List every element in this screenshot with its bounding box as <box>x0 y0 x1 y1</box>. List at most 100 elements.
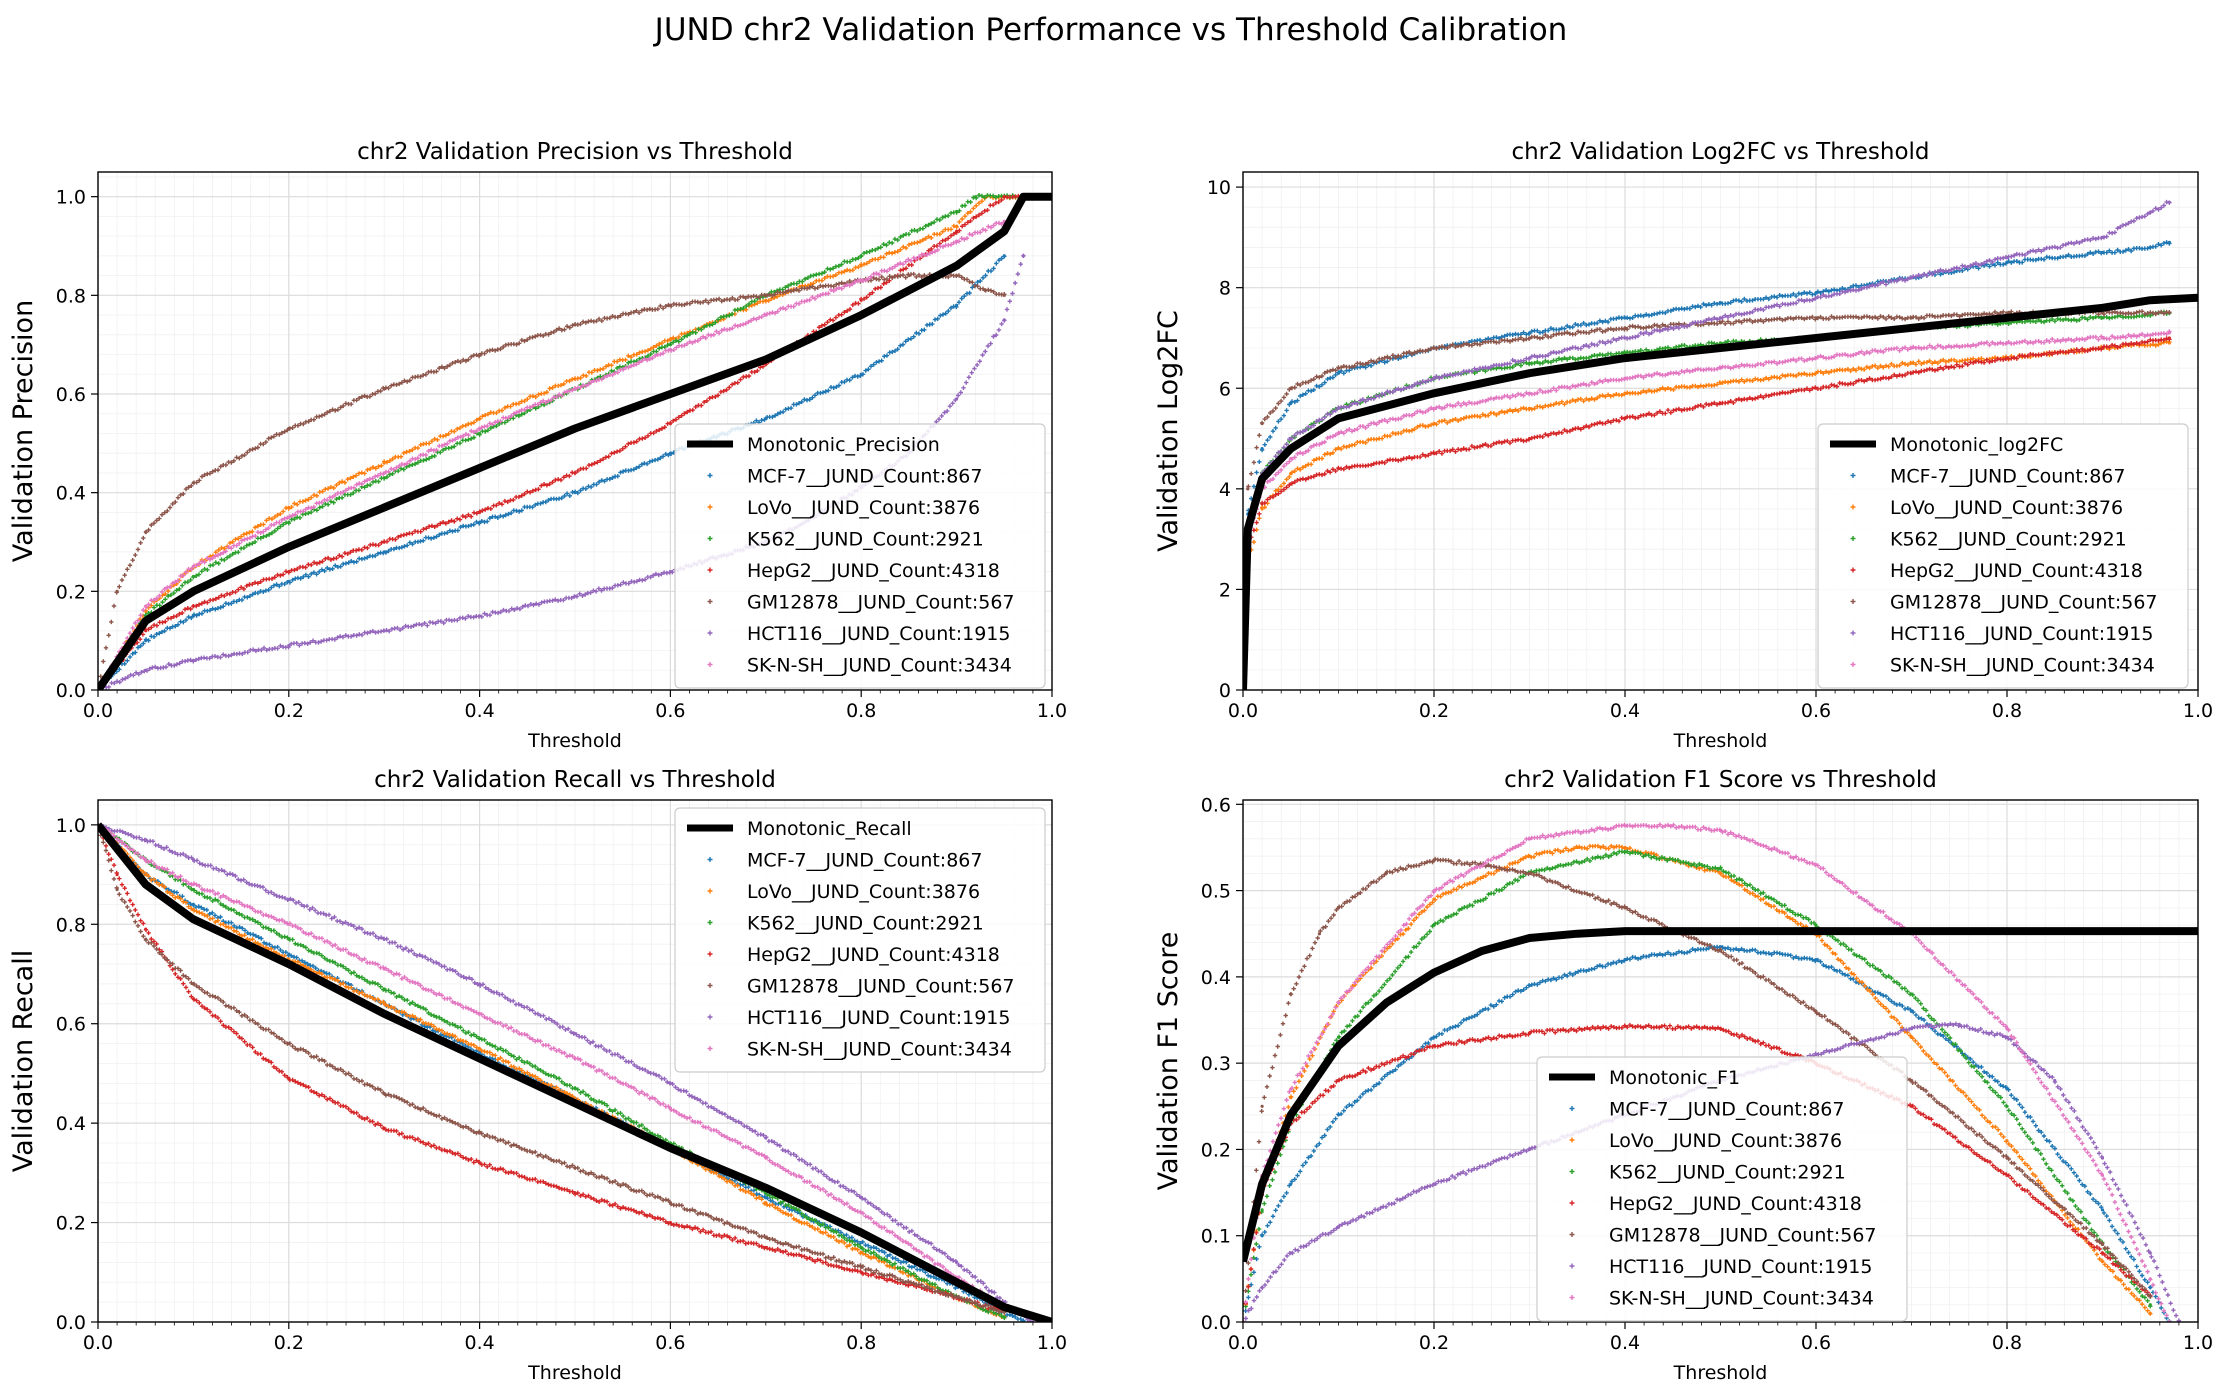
data-point <box>573 1032 577 1036</box>
data-point <box>2148 210 2152 214</box>
legend-label: HCT116__JUND_Count:1915 <box>1890 623 2153 645</box>
data-point <box>287 520 291 524</box>
axes-frame <box>97 799 1053 1323</box>
legend-label: Monotonic_Recall <box>747 818 912 840</box>
data-point <box>478 1131 482 1135</box>
legend-entry: Monotonic_log2FC <box>1830 434 2063 456</box>
legend-entry: HepG2__JUND_Count:4318 <box>1850 560 2143 582</box>
y-tick-label: 0.0 <box>56 1312 86 1334</box>
x-tick-label: 0.2 <box>1419 1332 1449 1354</box>
series-markers <box>98 823 1034 1322</box>
data-point <box>1527 1147 1532 1152</box>
data-point <box>478 352 482 357</box>
data-point <box>974 195 978 199</box>
legend-marker-swatch <box>1850 630 1856 636</box>
data-point <box>2148 1294 2152 1298</box>
x-tick-label: 0.2 <box>274 700 304 722</box>
legend-marker-swatch <box>707 662 713 667</box>
data-point <box>144 872 148 877</box>
subplot-title: chr2 Validation F1 Score vs Threshold <box>1504 767 1937 793</box>
data-point <box>2167 311 2171 315</box>
y-tick-label: 0.4 <box>1201 967 1231 989</box>
subplot-title: chr2 Validation Recall vs Threshold <box>374 767 776 793</box>
data-point <box>2100 1251 2105 1255</box>
x-tick-label: 0.8 <box>1992 700 2022 722</box>
legend-marker-swatch <box>1569 1232 1575 1237</box>
y-tick-label: 0.6 <box>56 1014 86 1036</box>
data-point <box>1623 351 1627 355</box>
data-point <box>573 594 577 598</box>
series-sk-n-sh-jund-count-3434 <box>98 219 1007 690</box>
subplot-2: 0.0 0.2 0.4 0.6 0.8 1.0 0 2 4 6 8 10 chr2 Validation… <box>1153 139 2213 752</box>
data-point <box>2005 1104 2009 1108</box>
subplot-container: 0.0 0.2 0.4 0.6 0.8 1.0 0.0 0.2 0.4 0.6 0.8 1.0 chr2… <box>8 139 2213 1384</box>
legend-marker-swatch <box>1569 1106 1575 1111</box>
data-point <box>1814 296 1818 300</box>
legend-marker-swatch <box>707 599 713 604</box>
y-tick-label: 8 <box>1219 278 1231 300</box>
data-point <box>2100 1208 2105 1212</box>
data-point <box>1623 391 1627 395</box>
data-point <box>1021 254 1025 258</box>
legend-entry: MCF-7__JUND_Count:867 <box>1569 1099 1844 1121</box>
data-point <box>478 417 482 421</box>
legend-entry: K562__JUND_Count:2921 <box>1850 529 2127 551</box>
data-point <box>1432 452 1436 456</box>
data-point <box>478 1037 482 1041</box>
legend-frame <box>1536 1056 1908 1322</box>
data-point <box>1718 871 1723 875</box>
data-point <box>1718 316 1723 320</box>
legend-label: HCT116__JUND_Count:1915 <box>747 1007 1010 1029</box>
data-point <box>859 278 863 283</box>
data-point <box>382 629 386 633</box>
data-point <box>668 1081 673 1085</box>
series-hct116-jund-count-1915 <box>98 823 1035 1322</box>
series-k562-jund-count-2921 <box>1243 849 2153 1322</box>
data-point <box>1814 1052 1818 1057</box>
data-point <box>668 1106 673 1110</box>
data-point <box>668 422 673 426</box>
data-point <box>115 589 119 593</box>
x-tick-label: 0.6 <box>655 1332 685 1354</box>
data-point <box>1718 366 1723 370</box>
legend-marker-swatch <box>1569 1169 1575 1174</box>
data-point <box>1336 431 1341 436</box>
data-point <box>1909 346 1914 350</box>
y-tick-label: 0.8 <box>56 914 86 936</box>
x-axis-label: Threshold <box>527 1362 622 1384</box>
data-point <box>382 387 386 391</box>
series-markers <box>98 271 1007 690</box>
series-markers <box>1243 822 2172 1322</box>
series-markers <box>98 823 1007 1309</box>
series-markers <box>1243 856 2153 1322</box>
data-point <box>1289 1096 1293 1100</box>
x-tick-label: 0.2 <box>1419 700 1449 722</box>
data-point <box>1909 1078 1914 1083</box>
data-point <box>1814 863 1818 867</box>
data-point <box>191 481 195 485</box>
legend-marker-swatch <box>707 951 713 957</box>
data-point <box>1909 1035 1914 1039</box>
data-point <box>478 614 482 618</box>
y-tick-label: 10 <box>1207 177 1231 199</box>
data-point <box>115 872 119 877</box>
data-point <box>1432 1035 1436 1039</box>
data-point <box>1002 318 1006 322</box>
y-tick-label: 0.2 <box>56 581 86 603</box>
legend-entry: MCF-7__JUND_Count:867 <box>707 850 982 872</box>
data-point <box>2100 311 2105 315</box>
data-point <box>1289 401 1293 405</box>
data-point <box>191 658 195 663</box>
data-point <box>1289 472 1293 476</box>
data-point <box>2148 1277 2152 1281</box>
legend-marker-swatch <box>707 1014 713 1020</box>
data-point <box>1623 376 1627 380</box>
data-point <box>1002 195 1006 199</box>
data-point <box>287 515 291 519</box>
data-point <box>1718 301 1723 305</box>
data-point <box>287 1042 291 1046</box>
legend-entry: GM12878__JUND_Count:567 <box>707 592 1015 614</box>
data-point <box>2148 1311 2152 1315</box>
data-point <box>1814 386 1818 390</box>
data-point <box>1623 958 1627 962</box>
